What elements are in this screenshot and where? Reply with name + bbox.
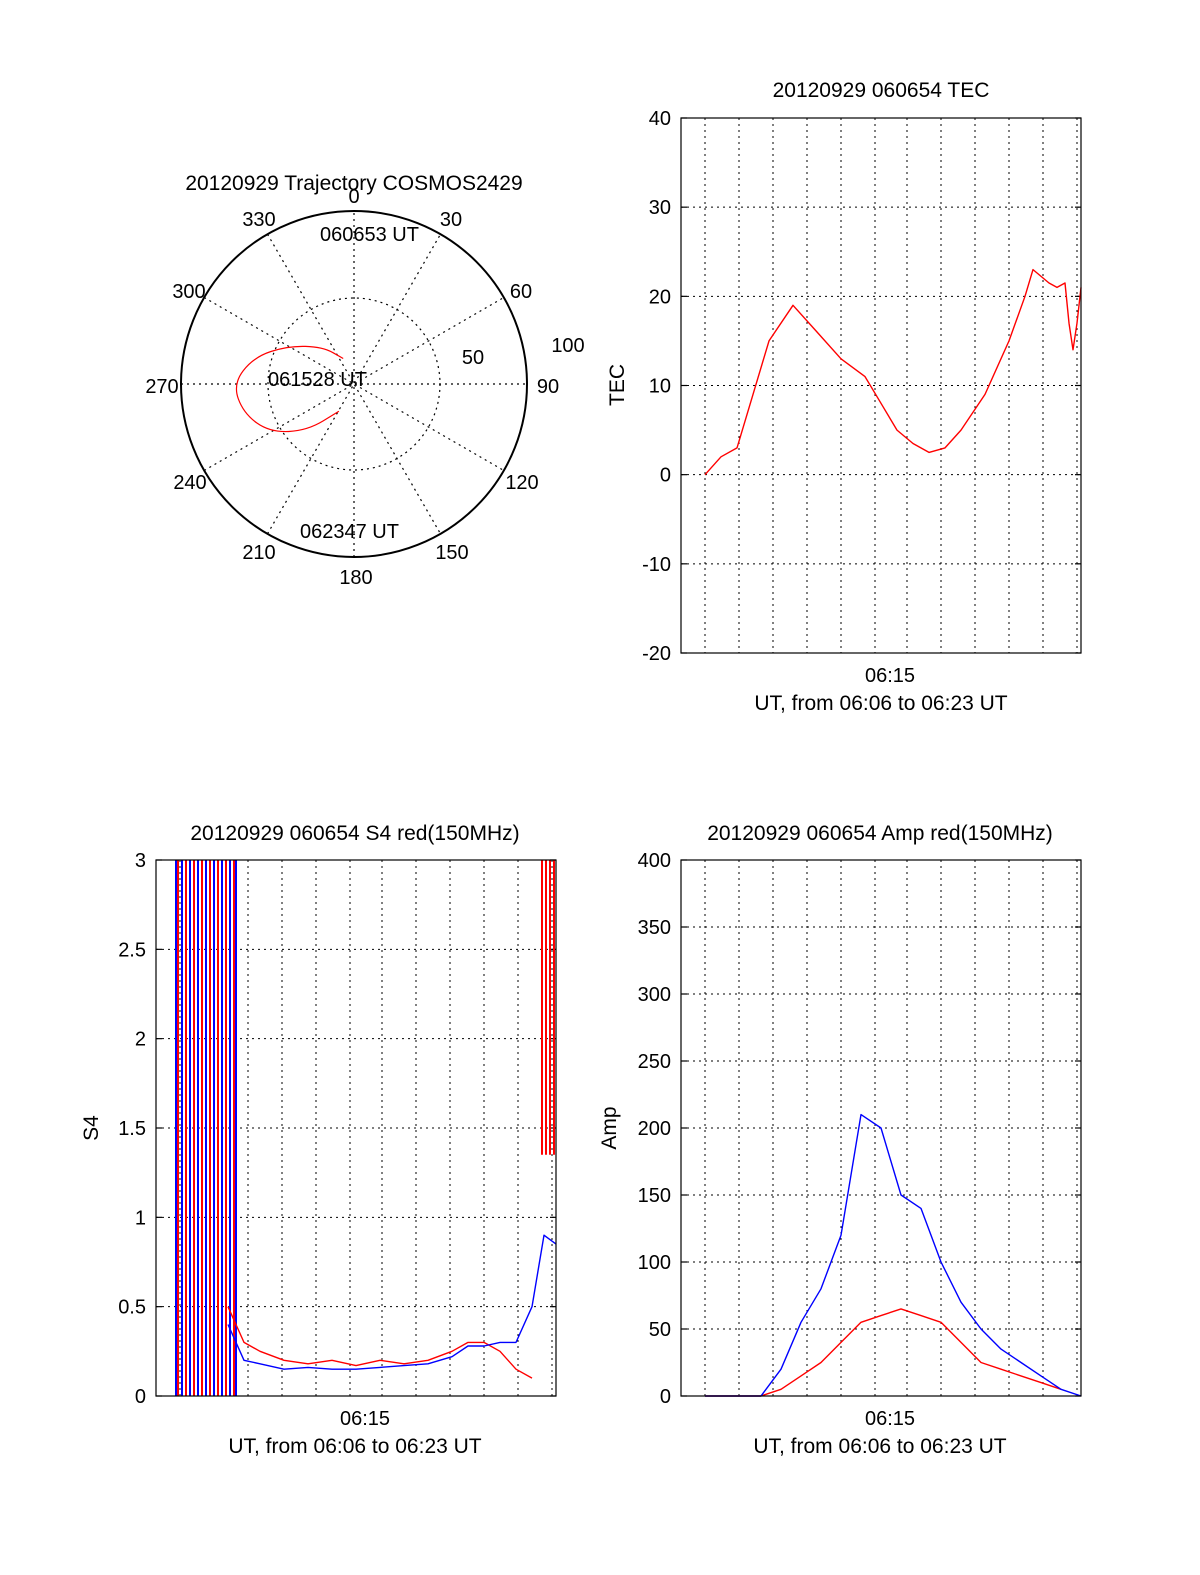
s4-xtick-label: 06:15 (340, 1408, 390, 1430)
amp-ylabel: Amp (598, 1106, 621, 1149)
angle-label-240: 240 (173, 472, 206, 494)
angle-label-150: 150 (435, 542, 468, 564)
angle-label-30: 30 (440, 209, 462, 231)
amp-ytick-label-2: 100 (638, 1252, 671, 1274)
amp-ytick-label-0: 0 (660, 1386, 671, 1408)
tec-tick-labels: -20 -10 0 10 20 30 40 (642, 108, 671, 665)
tec-ytick-label-3: 10 (649, 376, 671, 398)
amp-plot: 20120929 060654 Amp red(150MHz) 0 50 100 15… (598, 822, 1082, 1458)
angle-label-270: 270 (145, 376, 178, 398)
s4-grid (156, 859, 556, 1397)
angle-label-90: 90 (537, 376, 559, 398)
tec-frame (680, 117, 1082, 654)
amp-ytick-label-8: 400 (638, 850, 671, 872)
s4-series-red-line (227, 1306, 533, 1379)
amp-series (705, 1113, 1082, 1397)
s4-ylabel: S4 (80, 1115, 103, 1141)
amp-series-blue-line (705, 1113, 1082, 1397)
angle-label-120: 120 (505, 472, 538, 494)
polar-spoke-150 (266, 233, 442, 535)
amp-ytick-label-7: 350 (638, 917, 671, 939)
polar-angle-labels: 0 30 60 90 120 150 180 210 240 270 300 3… (145, 186, 559, 589)
polar-spoke-30 (266, 233, 442, 535)
amp-tick-labels: 0 50 100 150 200 250 300 350 400 (638, 850, 671, 1408)
amp-ytick-label-6: 300 (638, 984, 671, 1006)
angle-label-0: 0 (348, 186, 359, 208)
s4-ytick-label-0: 0 (135, 1386, 146, 1408)
s4-plot: 20120929 060654 S4 red(150MHz) 0 0.5 1 1.5 2… (80, 822, 557, 1458)
amp-title: 20120929 060654 Amp red(150MHz) (707, 822, 1053, 845)
radius-label-100: 100 (551, 335, 584, 357)
amp-ytick-label-5: 250 (638, 1051, 671, 1073)
amp-series-red-line (705, 1308, 1062, 1397)
tec-series (704, 268, 1082, 476)
s4-series (227, 1234, 557, 1379)
polar-spoke-60 (203, 296, 505, 472)
track-mid-label: 061528 UT (268, 369, 367, 391)
angle-label-210: 210 (242, 542, 275, 564)
amp-ytick-label-3: 150 (638, 1185, 671, 1207)
radius-label-50: 50 (462, 347, 484, 369)
s4-ytick-label-4: 2 (135, 1029, 146, 1051)
polar-spokes (181, 211, 527, 557)
s4-ytick-label-3: 1.5 (118, 1118, 146, 1140)
tec-ytick-label-1: -10 (642, 554, 671, 576)
tec-ytick-label-6: 40 (649, 108, 671, 130)
amp-frame (680, 859, 1082, 1397)
polar-title: 20120929 Trajectory COSMOS2429 (185, 172, 522, 195)
tec-grid (681, 117, 1081, 654)
s4-xlabel: UT, from 06:06 to 06:23 UT (228, 1435, 481, 1458)
polar-spoke-120 (203, 296, 505, 472)
track-start-label: 060653 UT (320, 224, 419, 246)
tec-xtick-label: 06:15 (865, 665, 915, 687)
tec-plot: 20120929 060654 TEC -20 -10 0 10 20 30 40 06:1… (606, 79, 1082, 715)
polar-trajectory-line (235, 345, 344, 433)
s4-tick-labels: 0 0.5 1 1.5 2 2.5 3 (118, 850, 146, 1408)
tec-ylabel: TEC (606, 364, 629, 406)
amp-xtick-label: 06:15 (865, 1408, 915, 1430)
s4-ytick-label-6: 3 (135, 850, 146, 872)
angle-label-330: 330 (242, 209, 275, 231)
amp-ytick-label-4: 200 (638, 1118, 671, 1140)
angle-label-300: 300 (172, 281, 205, 303)
s4-series-blue-line (227, 1234, 557, 1370)
s4-spikes (175, 860, 555, 1396)
tec-title: 20120929 060654 TEC (773, 79, 990, 102)
tec-ytick-label-4: 20 (649, 286, 671, 308)
s4-title: 20120929 060654 S4 red(150MHz) (190, 822, 519, 845)
tec-series-red-line (704, 268, 1082, 476)
amp-xlabel: UT, from 06:06 to 06:23 UT (753, 1435, 1006, 1458)
angle-label-60: 60 (510, 281, 532, 303)
tec-ytick-label-5: 30 (649, 197, 671, 219)
s4-ytick-label-5: 2.5 (118, 939, 146, 961)
track-end-label: 062347 UT (300, 521, 399, 543)
angle-label-180: 180 (339, 567, 372, 589)
s4-ytick-label-1: 0.5 (118, 1297, 146, 1319)
tec-xlabel: UT, from 06:06 to 06:23 UT (754, 692, 1007, 715)
s4-frame (155, 859, 557, 1397)
amp-ytick-label-1: 50 (649, 1319, 671, 1341)
tec-ytick-label-2: 0 (660, 465, 671, 487)
polar-plot: 20120929 Trajectory COSMOS2429 0 30 60 9… (145, 172, 584, 589)
s4-ytick-label-2: 1 (135, 1207, 146, 1229)
tec-ytick-label-0: -20 (642, 643, 671, 665)
